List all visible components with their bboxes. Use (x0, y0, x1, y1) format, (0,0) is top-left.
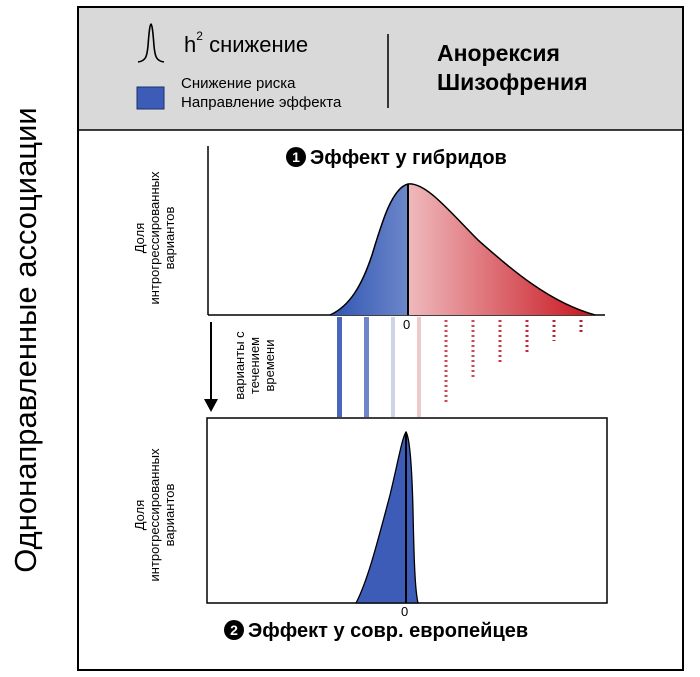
top-y-label-line-2: интрогрессированных (147, 171, 162, 305)
bottom-zero-label: 0 (401, 604, 409, 619)
top-panel-title-text: Эффект у гибридов (310, 147, 507, 169)
variants-over-time-label: варианты с течением времени (232, 318, 277, 413)
variants-over-time-line-1: варианты с (232, 331, 247, 400)
risk-label: Снижение риска (181, 75, 296, 92)
trait-schizophrenia: Шизофрения (437, 69, 588, 95)
variant-bar-blue-2 (364, 317, 369, 417)
variant-bar-blue-1 (337, 317, 342, 417)
variant-bar-grey (391, 317, 395, 417)
h2-superscript: 2 (196, 28, 203, 43)
side-title: Однонаправленные ассоциации (8, 107, 43, 573)
bottom-panel-number: 2 (224, 620, 244, 640)
risk-reduction-swatch (136, 86, 165, 110)
top-y-label: Доля интрогрессированных вариантов (132, 163, 177, 313)
top-panel-number: 1 (286, 147, 306, 167)
h2-word: снижение (209, 32, 309, 57)
h2-peak-icon (137, 23, 165, 63)
bottom-panel-title-text: Эффект у совр. европейцев (248, 620, 529, 642)
top-y-label-line-1: Доля (132, 222, 147, 254)
top-y-label-line-3: вариантов (162, 206, 177, 270)
bottom-y-label-line-1: Доля (132, 499, 147, 531)
h2-symbol: h (184, 32, 197, 57)
bottom-y-label-line-2: интрогрессированных (147, 448, 162, 582)
top-distribution-outline (329, 183, 596, 316)
trait-anorexia: Анорексия (437, 40, 560, 66)
bottom-y-label-line-3: вариантов (162, 483, 177, 547)
variants-over-time-line-3: времени (262, 339, 277, 392)
bottom-y-label: Доля интрогрессированных вариантов (132, 440, 177, 590)
time-arrow-head (204, 399, 218, 412)
top-distribution-left (330, 184, 408, 315)
h2-label: h2 снижение (184, 28, 309, 58)
direction-label: Направление эффекта (181, 94, 342, 111)
variant-bar-pink (417, 317, 421, 417)
bottom-panel-title: 2 Эффект у совр. европейцев (224, 620, 528, 643)
top-panel-title: 1 Эффект у гибридов (286, 147, 507, 170)
variants-over-time-line-2: течением (247, 336, 262, 395)
top-zero-label: 0 (403, 317, 411, 332)
header-band (79, 8, 682, 130)
